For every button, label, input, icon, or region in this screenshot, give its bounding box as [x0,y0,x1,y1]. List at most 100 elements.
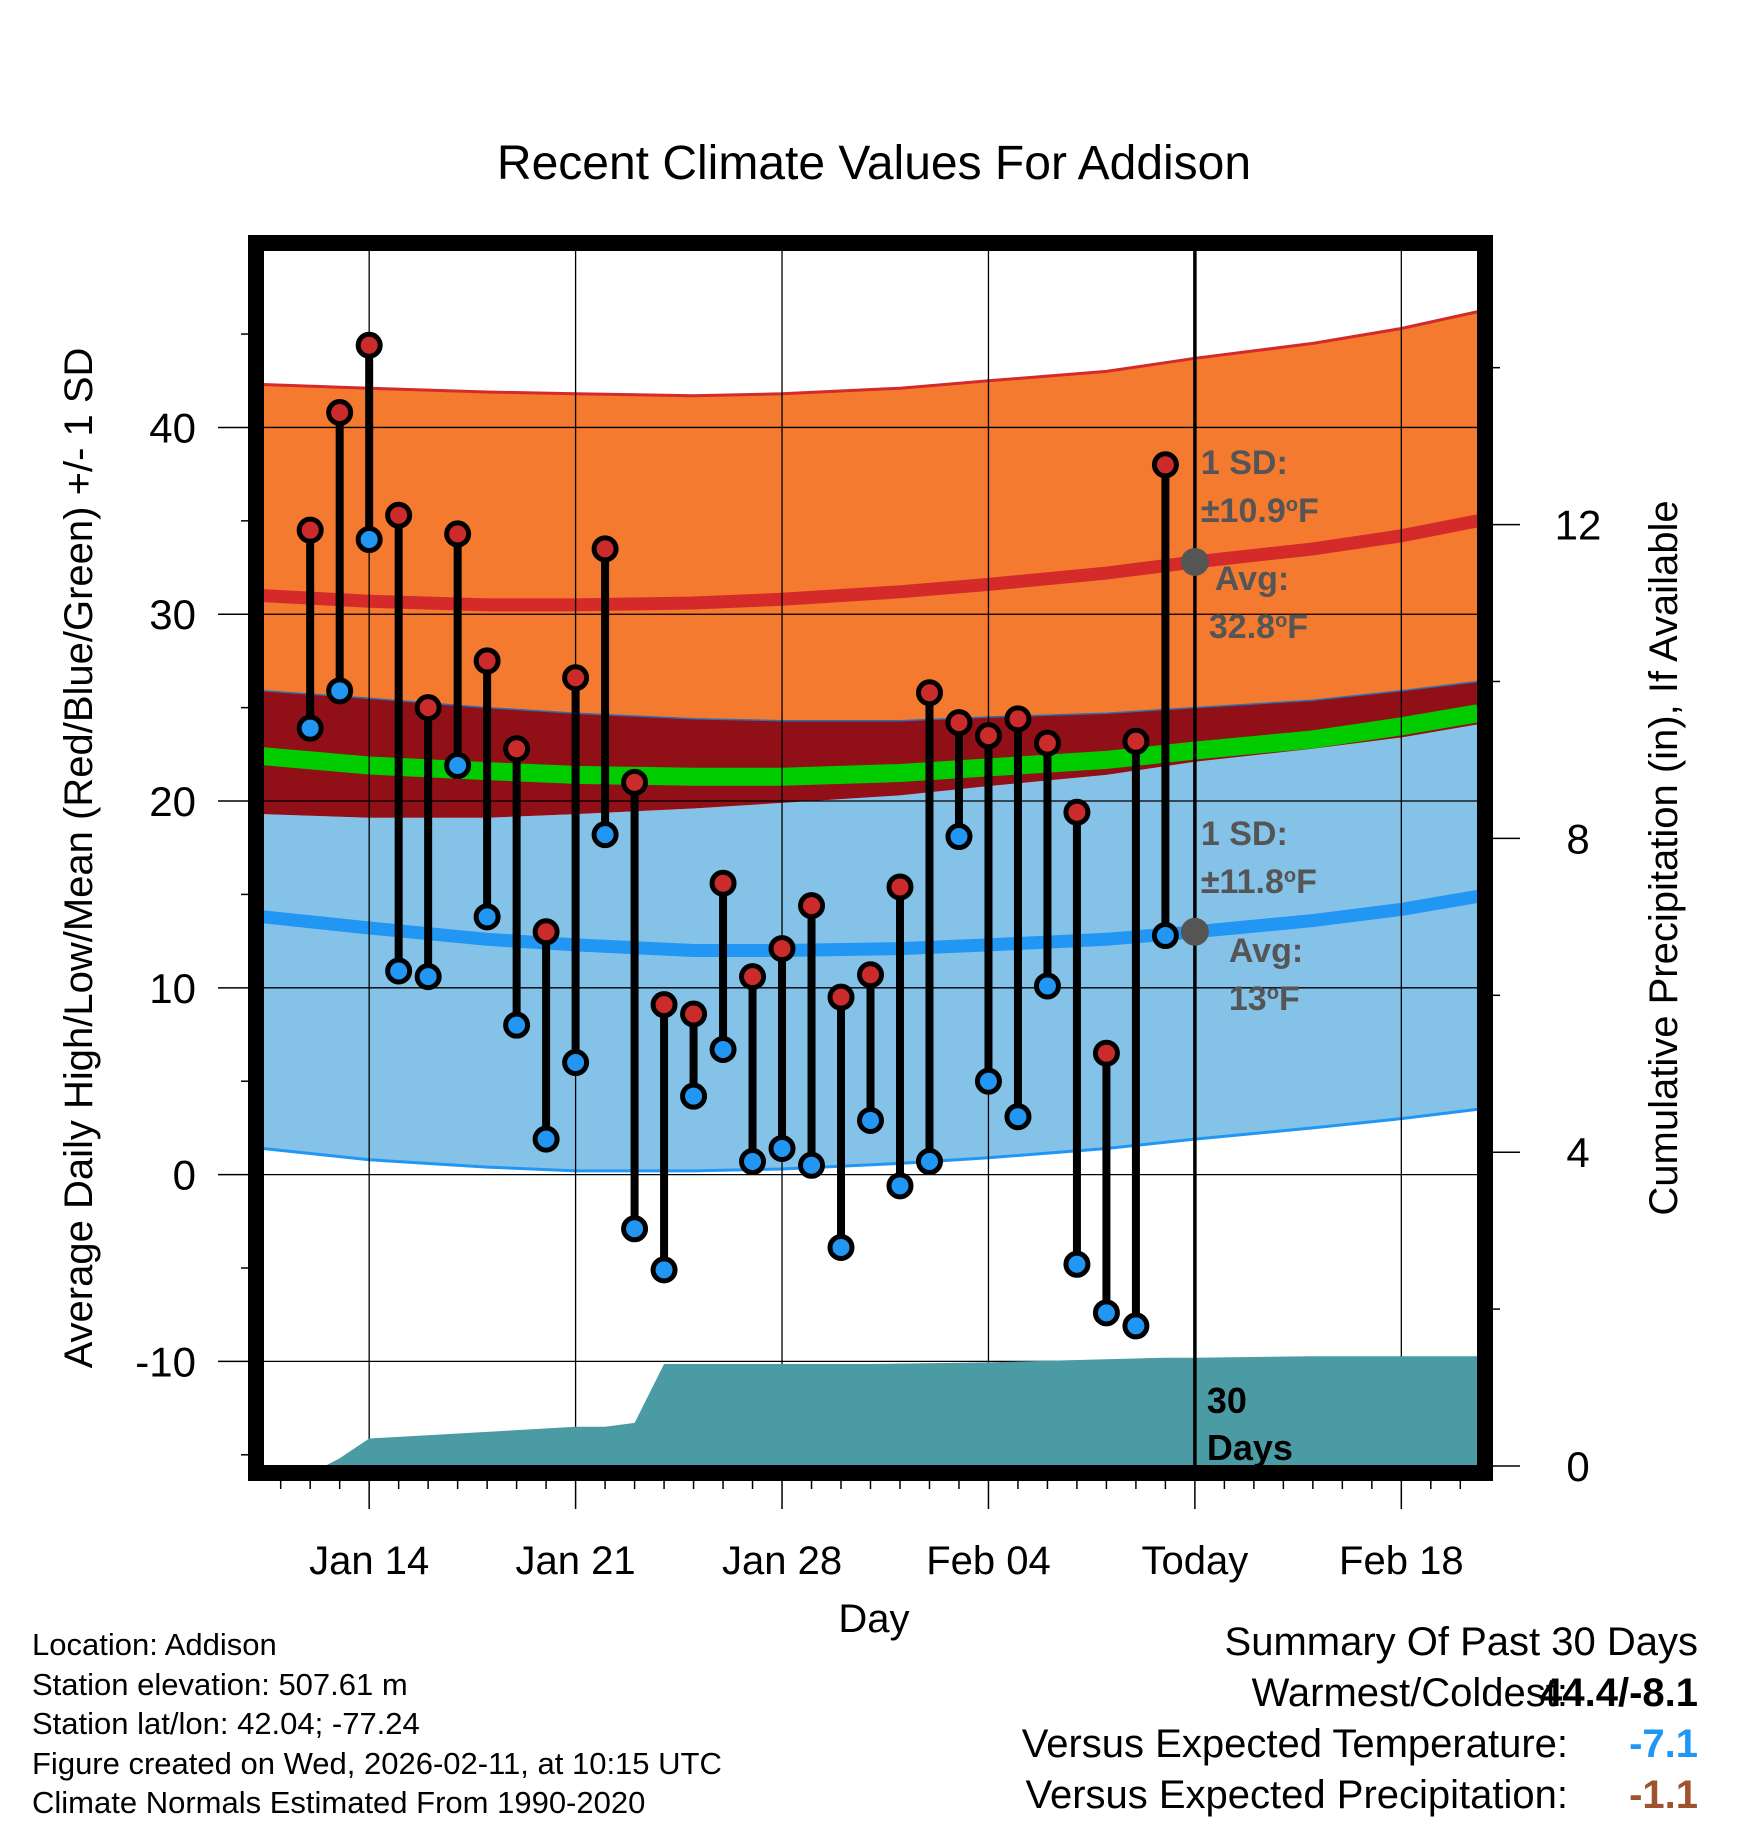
high-point-day-4 [385,501,413,529]
high-avg-label-part-1: Avg: [1215,560,1289,598]
low-point-day-20 [857,1106,884,1134]
low-point-day-7 [473,903,501,931]
low-point-day-16 [739,1148,767,1176]
low-point-day-14 [680,1082,708,1110]
axes: -10 0 10 20 30 40 0 4 8 12 Jan 14 Jan 21 Jan 28 Feb 0… [57,333,1686,1641]
high-point-day-18 [798,892,826,920]
low-point-day-10 [562,1049,590,1077]
days-word-label: Days [1207,1427,1293,1468]
high-point-day-19 [827,983,855,1011]
x-tick-label-4: Feb 04 [926,1539,1051,1583]
y-tick-label-0: 0 [173,1152,196,1199]
low-point-day-8 [503,1011,531,1039]
low-point-day-3 [355,526,383,554]
high-point-day-24 [974,722,1002,750]
latlon-text: Station lat/lon: 42.04; -77.24 [32,1706,420,1741]
warm-cold-value: 44.4/-8.1 [1540,1671,1698,1715]
high-point-day-23 [945,709,973,737]
low-sd-value-part-1: ±11.8 [1201,863,1284,901]
daily-observations [296,331,1179,1340]
y2-axis-title: Cumulative Precipitation (in), If Availa… [1642,500,1686,1215]
high-point-day-14 [680,1000,708,1028]
high-point-day-6 [444,520,472,548]
low-point-day-13 [650,1256,678,1284]
low-sd-label: 1 SD: [1201,815,1288,853]
low-point-day-28 [1092,1299,1120,1327]
high-avg-dot [1180,547,1209,576]
temp-anomaly-label: Versus Expected Temperature: [1021,1722,1568,1766]
high-point-day-3 [355,331,383,359]
high-point-day-30 [1151,451,1179,479]
high-point-day-25 [1004,705,1032,733]
y2-tick-label-12: 12 [1555,502,1602,549]
low-avg-value-part-1: 13 [1229,980,1267,1018]
high-sd-value: ±10.9oF [1201,492,1319,530]
x-tick-label-6: Feb 18 [1339,1539,1464,1583]
y2-tick-label-0: 0 [1566,1443,1589,1490]
y-tick-label-40: 40 [149,404,196,451]
x-tick-label-3: Jan 28 [722,1539,842,1583]
chart-title: Recent Climate Values For Addison [496,137,1252,190]
high-point-day-5 [414,694,442,722]
low-point-day-27 [1063,1250,1091,1278]
high-point-day-22 [915,679,943,707]
low-point-day-1 [296,714,324,742]
low-point-day-9 [532,1125,560,1153]
x-tick-label-1: Jan 14 [309,1539,429,1583]
low-point-day-2 [326,677,354,705]
low-point-day-19 [827,1233,855,1261]
summary-heading: Summary Of Past 30 Days [1224,1620,1698,1664]
station-info: Location: Addison Station elevation: 507… [32,1625,722,1823]
low-point-day-6 [444,752,472,780]
y-axis-title: Average Daily High/Low/Mean (Red/Blue/Gr… [57,348,101,1369]
high-point-day-7 [473,647,501,675]
low-point-day-15 [709,1035,737,1063]
low-point-day-4 [385,957,413,985]
low-point-day-17 [768,1134,796,1162]
high-point-day-2 [326,399,354,427]
high-point-day-27 [1063,798,1091,826]
high-sd-value-part-1: ±10.9 [1201,492,1286,530]
low-avg-value-part-2: o [1267,982,1279,1004]
plot-frame [248,235,1493,1481]
high-point-day-17 [768,935,796,963]
low-point-day-12 [621,1215,649,1243]
high-point-day-12 [621,768,649,796]
low-avg-dot [1180,917,1209,946]
high-point-day-28 [1092,1039,1120,1067]
high-point-day-16 [739,963,767,991]
low-avg-label-part-1: Avg: [1229,932,1303,970]
low-point-day-23 [945,823,973,851]
created-text: Figure created on Wed, 2026-02-11, at 10… [32,1745,722,1781]
high-point-day-8 [503,735,531,763]
low-point-day-30 [1151,922,1179,950]
high-avg-value-part-3: F [1287,608,1308,646]
high-sd-upper-edge [262,310,1479,398]
summary-precip-row: Versus Expected Precipitation: -1.1 [798,1773,1698,1824]
high-sd-value-part-2: o [1286,494,1298,516]
y-tick-label-30: 30 [149,591,196,638]
high-sd-label-part-1: 1 SD: [1201,444,1288,482]
y-tick-label--10: -10 [135,1338,196,1385]
low-avg-value-part-3: F [1279,980,1300,1018]
low-point-day-24 [974,1067,1002,1095]
low-point-day-21 [886,1172,914,1200]
location-text: Location: Addison [32,1627,277,1662]
elevation-text: Station elevation: 507.61 m [32,1666,408,1702]
high-avg-label: Avg: [1215,560,1289,598]
high-sd-band [263,311,1478,721]
x-tick-label-2: Jan 21 [516,1539,636,1583]
warm-cold-label: Warmest/Coldest: [1251,1671,1568,1715]
low-point-day-26 [1033,972,1061,1000]
high-point-day-1 [296,516,324,544]
temp-anomaly-value: -7.1 [1629,1722,1698,1766]
low-point-day-25 [1004,1103,1032,1131]
low-point-day-22 [915,1148,943,1176]
precip-anomaly-value: -1.1 [1629,1773,1698,1817]
summary-panel: Summary Of Past 30 Days Warmest/Coldest:… [798,1620,1698,1824]
plot-border [248,235,1493,1481]
low-point-day-11 [591,821,619,849]
y2-tick-label-4: 4 [1566,1129,1589,1176]
